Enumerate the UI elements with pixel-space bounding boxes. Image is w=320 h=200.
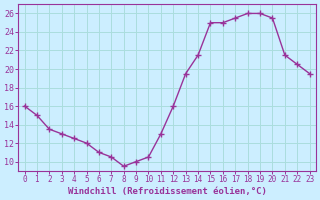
X-axis label: Windchill (Refroidissement éolien,°C): Windchill (Refroidissement éolien,°C) xyxy=(68,187,267,196)
